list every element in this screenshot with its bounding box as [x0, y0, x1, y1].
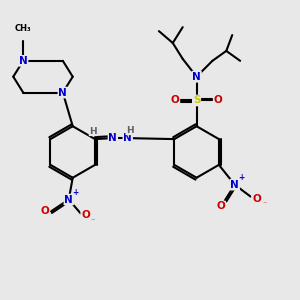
Text: O: O: [170, 95, 179, 106]
Text: N: N: [192, 72, 201, 82]
Text: +: +: [73, 188, 79, 197]
Text: N: N: [230, 180, 239, 190]
Text: H: H: [89, 127, 97, 136]
Text: O: O: [81, 210, 90, 220]
Text: CH₃: CH₃: [15, 24, 31, 33]
Text: N: N: [123, 133, 132, 143]
Text: N: N: [19, 56, 28, 66]
Text: O: O: [217, 202, 225, 212]
Text: O: O: [252, 194, 261, 203]
Text: N: N: [109, 133, 117, 143]
Text: ⁻: ⁻: [262, 200, 267, 208]
Text: S: S: [193, 95, 200, 106]
Text: O: O: [40, 206, 50, 216]
Text: +: +: [238, 173, 245, 182]
Text: N: N: [58, 88, 67, 98]
Text: O: O: [214, 95, 223, 106]
Text: ⁻: ⁻: [90, 216, 95, 225]
Text: N: N: [64, 194, 73, 205]
Text: H: H: [126, 126, 134, 135]
